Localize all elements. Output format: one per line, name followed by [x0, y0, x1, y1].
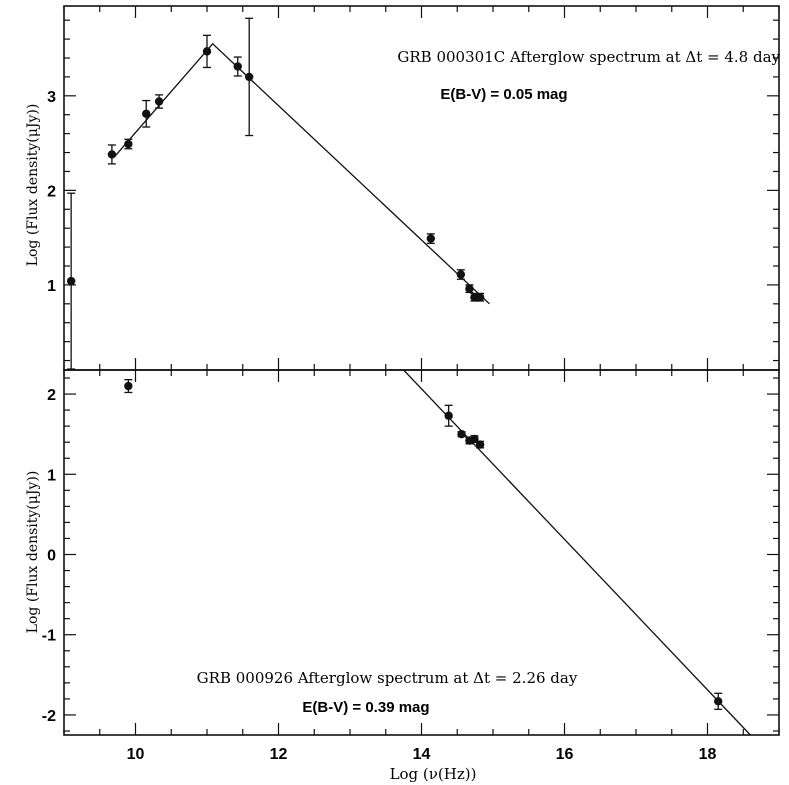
data-point	[426, 234, 435, 243]
top-panel-y-axis-label: Log (Flux density(μJy))	[25, 104, 41, 267]
data-point	[475, 440, 485, 449]
top-panel-points	[66, 17, 485, 370]
fit-line	[113, 42, 490, 305]
y-tick-label: 0	[47, 548, 56, 565]
y-tick-label: -1	[42, 628, 56, 645]
data-point	[66, 276, 76, 286]
bottom-panel-subtitle: E(B-V) = 0.39 mag	[302, 699, 429, 716]
y-tick-label: 1	[47, 467, 56, 484]
top-panel-fit	[113, 42, 490, 305]
y-tick-label: 2	[47, 183, 56, 200]
top-panel-subtitle: E(B-V) = 0.05 mag	[440, 86, 567, 103]
bottom-panel-ticks	[63, 369, 780, 736]
top-panel-y-tick-labels: 1 2 3	[47, 89, 56, 295]
bottom-panel-y-tick-labels: -2 -1 0 1 2	[42, 387, 56, 725]
x-tick-label: 10	[127, 746, 145, 763]
data-point	[475, 293, 485, 302]
bottom-panel-title: GRB 000926 Afterglow spectrum at Δt = 2.…	[197, 669, 578, 687]
data-point	[244, 72, 254, 82]
x-tick-label: 18	[699, 746, 717, 763]
data-point	[444, 411, 453, 420]
data-point	[457, 429, 466, 439]
data-point	[154, 97, 164, 106]
x-tick-label: 14	[413, 746, 431, 763]
data-point	[124, 381, 133, 391]
x-tick-label: 16	[556, 746, 574, 763]
top-panel: 1 2 3 GRB 000301C Afterglow spectrum at Δt…	[25, 5, 781, 371]
y-tick-label: 2	[47, 387, 56, 404]
y-tick-label: 3	[47, 89, 56, 106]
data-point	[142, 109, 151, 118]
data-point	[465, 284, 474, 293]
y-tick-label: -2	[42, 708, 56, 725]
data-point	[233, 62, 242, 71]
data-point	[202, 47, 212, 56]
y-tick-label: 1	[47, 278, 56, 295]
x-axis-label: Log (ν(Hz))	[390, 765, 477, 783]
bottom-panel-points	[124, 378, 723, 710]
bottom-panel-x-tick-labels: 10 12 14 16 18	[127, 746, 717, 763]
data-point	[124, 139, 133, 149]
data-point	[714, 697, 723, 706]
bottom-panel-y-axis-label: Log (Flux density(μJy))	[25, 471, 41, 634]
data-point	[107, 150, 117, 159]
x-tick-label: 12	[270, 746, 288, 763]
top-panel-title: GRB 000301C Afterglow spectrum at Δt = 4…	[397, 48, 780, 66]
data-point	[456, 270, 466, 279]
